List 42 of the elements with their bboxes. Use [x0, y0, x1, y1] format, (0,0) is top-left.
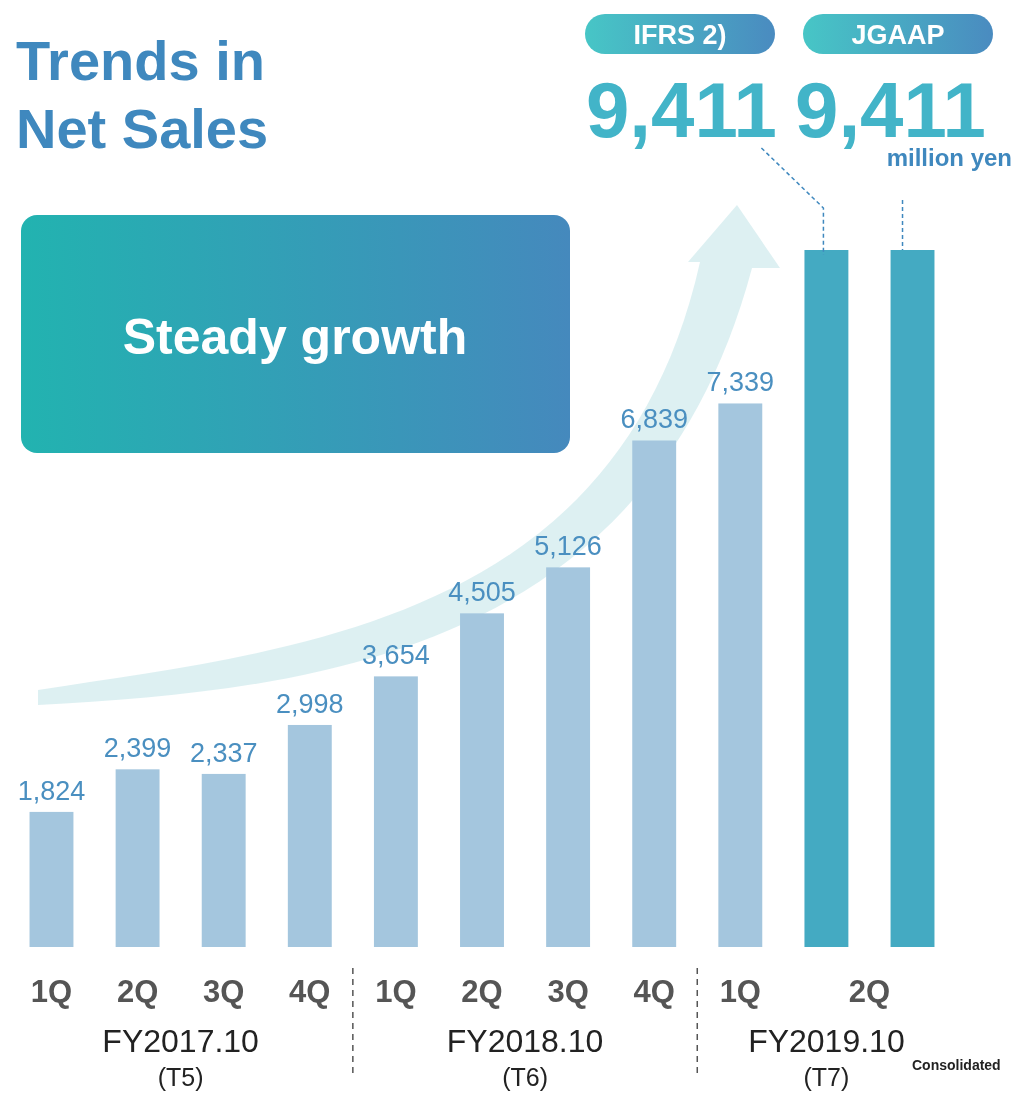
- bar: [632, 440, 677, 947]
- bar: [460, 613, 504, 947]
- x-tick-label: 4Q: [633, 974, 675, 1009]
- text: FY2018.10: [446, 1023, 604, 1059]
- text: (T6): [502, 1063, 548, 1091]
- data-label: 2,399: [103, 733, 172, 764]
- data-label: 5,126: [534, 531, 602, 562]
- bar: [890, 250, 935, 947]
- x-tick-label: 1Q: [719, 974, 761, 1009]
- x-tick-label: 3Q: [547, 974, 589, 1009]
- bar: [115, 769, 160, 947]
- x-tick-label: 1Q: [30, 974, 73, 1009]
- bar: [804, 250, 849, 947]
- x-tick-label: 2Q: [116, 974, 159, 1009]
- data-label: 7,339: [706, 367, 775, 398]
- data-label: 1,824: [17, 775, 86, 806]
- text: Consolidated: [912, 1057, 1001, 1073]
- x-tick-label: 2Q: [848, 974, 891, 1009]
- chart-title: Trends in Net Sales: [16, 29, 269, 160]
- bar: [373, 676, 418, 947]
- bar: [546, 567, 591, 947]
- x-tick-label: 1Q: [375, 974, 417, 1009]
- data-label: 3,654: [362, 640, 430, 671]
- text: (T5): [157, 1063, 204, 1091]
- text: FY2017.10: [102, 1023, 259, 1059]
- data-label: 2,998: [276, 688, 344, 719]
- text: IFRS 2): [633, 20, 727, 50]
- data-label: 4,505: [448, 577, 516, 608]
- text: JGAAP: [851, 20, 945, 50]
- data-label: 9,411: [585, 66, 777, 154]
- bar: [287, 724, 332, 947]
- bar: [29, 811, 74, 947]
- x-tick-label: 2Q: [461, 974, 503, 1009]
- data-label: 6,839: [620, 404, 688, 435]
- text: FY2019.10: [748, 1023, 905, 1059]
- annotation: Steady growth: [122, 309, 468, 365]
- bar: [201, 773, 246, 947]
- text: (T7): [803, 1063, 850, 1091]
- bar: [718, 403, 763, 947]
- x-tick-label: 3Q: [203, 974, 245, 1009]
- x-tick-label: 4Q: [289, 974, 331, 1009]
- data-label: 2,337: [189, 737, 258, 768]
